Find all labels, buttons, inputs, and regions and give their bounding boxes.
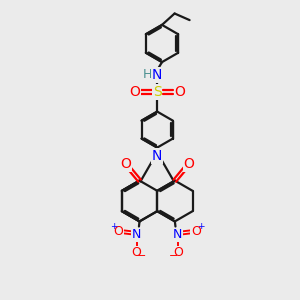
Text: N: N — [173, 228, 183, 242]
Text: +: + — [110, 222, 117, 231]
Text: O: O — [184, 158, 194, 171]
Text: O: O — [191, 225, 201, 239]
Text: −: − — [169, 251, 178, 262]
Text: S: S — [153, 85, 162, 99]
Text: O: O — [114, 225, 124, 239]
Text: −: − — [136, 251, 146, 262]
Text: O: O — [120, 158, 131, 171]
Text: +: + — [197, 222, 205, 231]
Text: O: O — [175, 85, 185, 99]
Text: O: O — [132, 246, 142, 260]
Text: N: N — [152, 68, 162, 82]
Text: N: N — [132, 228, 141, 242]
Text: H: H — [142, 68, 152, 82]
Text: O: O — [129, 85, 140, 99]
Text: N: N — [152, 149, 162, 163]
Text: O: O — [173, 246, 183, 260]
